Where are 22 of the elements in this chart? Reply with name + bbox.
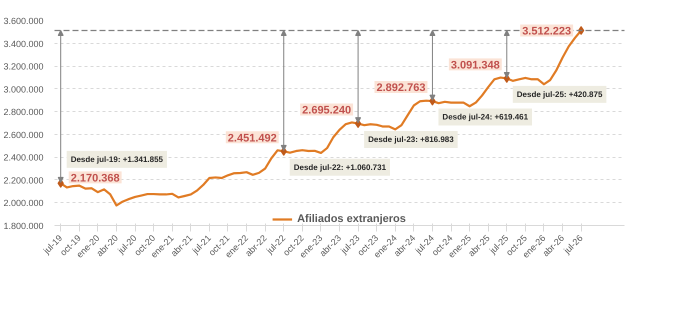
annotation: Desde jul-19: +1.341.855: [70, 154, 164, 164]
data-label: 2.451.492: [228, 132, 277, 144]
data-label: 2.170.368: [70, 172, 120, 184]
annotation: Desde jul-25: +420.875: [516, 90, 603, 99]
y-tick-label: 2.400.000: [3, 152, 44, 163]
y-tick-label: 3.200.000: [3, 62, 44, 72]
y-tick-label: 1.800.000: [3, 221, 44, 231]
y-tick-label: 2.200.000: [3, 175, 44, 186]
y-tick-label: 2.000.000: [3, 198, 44, 208]
data-label: 2.695.240: [302, 104, 352, 117]
y-tick-label: 3.400.000: [3, 38, 44, 49]
data-label: 2.892.763: [376, 82, 426, 94]
y-tick-label: 3.000.000: [3, 84, 44, 94]
y-tick-label: 2.800.000: [3, 107, 44, 118]
legend-label: Afiliados extranjeros: [297, 213, 406, 225]
y-tick-label: 3.600.000: [3, 16, 44, 26]
y-tick-label: 2.600.000: [3, 130, 44, 140]
annotation: Desde jul-23: +816.983: [368, 135, 454, 144]
data-label: 3.091.348: [450, 59, 500, 72]
annotation: Desde jul-22: +1.060.731: [294, 162, 387, 172]
data-label: 3.512.223: [522, 25, 572, 38]
annotation: Desde jul-24: +619.461: [442, 112, 529, 122]
